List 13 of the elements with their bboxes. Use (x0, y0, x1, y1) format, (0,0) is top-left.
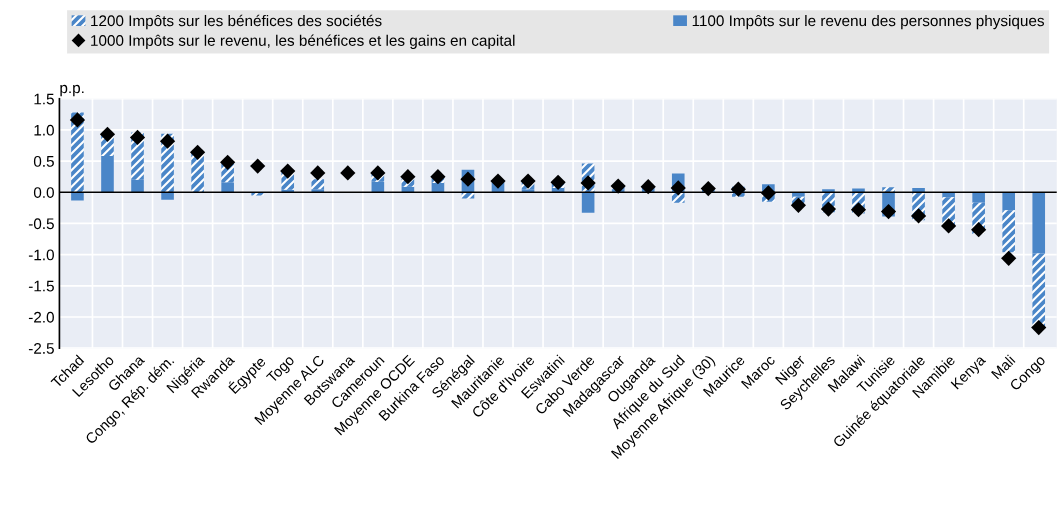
y-tick-label: 1.5 (34, 93, 54, 105)
y-tick-label: -2.0 (28, 311, 54, 323)
y-axis-title: p.p. (60, 84, 84, 97)
y-tick-label: -0.5 (28, 218, 54, 230)
y-tick-label: 0.5 (33, 155, 54, 167)
y-tick-label: 0.0 (33, 187, 54, 198)
legend-label: 1000 Impôts sur le revenu, les bénéfices et les gains en capital (91, 34, 515, 49)
y-tick-label: 1.0 (34, 124, 54, 136)
legend-label: 1200 Impôts sur les bénéfices des sociétés (91, 14, 382, 30)
legend-label: 1100 Impôts sur le revenu des personnes physiques (692, 14, 1045, 30)
y-tick-label: -2.5 (28, 343, 54, 354)
y-tick-label: -1.0 (28, 249, 54, 261)
y-tick-label: -1.5 (28, 280, 54, 292)
